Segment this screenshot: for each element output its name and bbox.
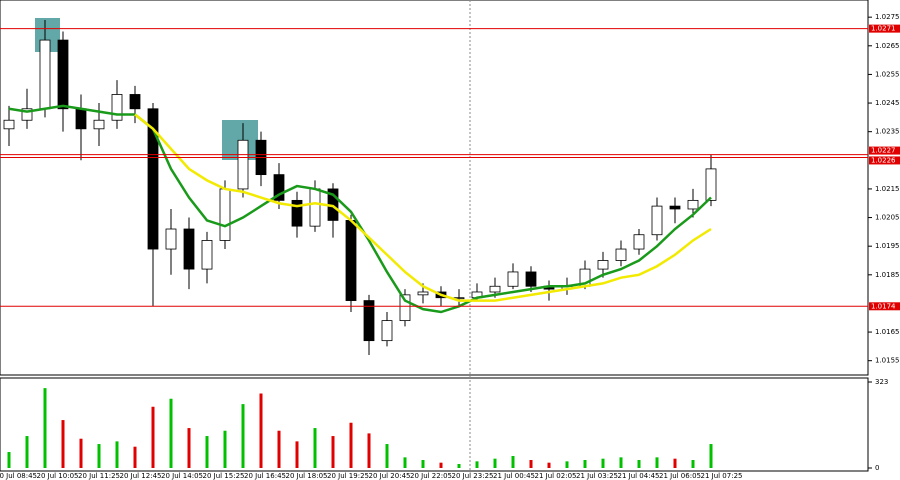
x-tick-label: 20 Jul 15:25 bbox=[203, 472, 245, 480]
level-label-bg bbox=[869, 146, 900, 155]
y-tick-label: 1.0235 bbox=[875, 128, 900, 136]
candle-body bbox=[399, 294, 411, 322]
candle-body bbox=[615, 248, 627, 261]
candle-body bbox=[525, 271, 537, 287]
level-label: 1.0226 bbox=[871, 156, 896, 164]
y-tick-label: 1.0255 bbox=[875, 70, 900, 78]
candle-body bbox=[111, 94, 123, 121]
candle-body bbox=[147, 108, 159, 250]
y-tick-label: 1.0215 bbox=[875, 185, 900, 193]
candle-body bbox=[93, 119, 105, 130]
x-tick-label: 20 Jul 14:05 bbox=[161, 472, 203, 480]
x-tick-label: 20 Jul 19:25 bbox=[327, 472, 369, 480]
candle-body bbox=[489, 285, 501, 293]
candle-body bbox=[381, 320, 393, 342]
candle-body bbox=[363, 300, 375, 342]
x-tick-label: 21 Jul 00:45 bbox=[493, 472, 535, 480]
candle-body bbox=[669, 205, 681, 210]
candle-body bbox=[183, 228, 195, 270]
candle-body bbox=[309, 188, 321, 227]
candle-body bbox=[75, 108, 87, 130]
y-tick-label: 1.0205 bbox=[875, 214, 900, 222]
x-tick-label: 21 Jul 02:05 bbox=[535, 472, 577, 480]
x-tick-label: 20 Jul 23:25 bbox=[452, 472, 494, 480]
x-tick-label: 21 Jul 06:05 bbox=[659, 472, 701, 480]
x-tick-label: 21 Jul 04:45 bbox=[618, 472, 660, 480]
volume-tick-label: 0 bbox=[875, 464, 879, 472]
volume-panel bbox=[0, 377, 869, 472]
candle-body bbox=[21, 108, 33, 121]
x-tick-label: 21 Jul 07:25 bbox=[701, 472, 743, 480]
level-label: 1.0271 bbox=[871, 25, 896, 33]
x-tick-label: 20 Jul 18:05 bbox=[286, 472, 328, 480]
level-label-bg bbox=[869, 24, 900, 33]
moving-average bbox=[134, 113, 712, 302]
candle-body bbox=[291, 199, 303, 227]
candle-body bbox=[219, 188, 231, 241]
candle-body bbox=[39, 39, 51, 110]
x-tick-label: 20 Jul 12:45 bbox=[120, 472, 162, 480]
x-tick-label: 20 Jul 11:25 bbox=[78, 472, 120, 480]
x-tick-label: 20 Jul 08:45 bbox=[0, 472, 37, 480]
candle-body bbox=[651, 205, 663, 236]
candle-body bbox=[507, 271, 519, 287]
level-label: 1.0227 bbox=[871, 147, 896, 155]
candle-body bbox=[417, 291, 429, 296]
candle-body bbox=[3, 119, 15, 130]
y-tick-label: 1.0185 bbox=[875, 271, 900, 279]
candle-body bbox=[129, 94, 141, 110]
x-tick-label: 21 Jul 03:25 bbox=[576, 472, 618, 480]
candle-body bbox=[273, 174, 285, 201]
x-tick-label: 20 Jul 10:05 bbox=[37, 472, 79, 480]
candle-body bbox=[201, 240, 213, 270]
candle-body bbox=[597, 260, 609, 270]
y-tick-label: 1.0155 bbox=[875, 357, 900, 365]
candle-body bbox=[687, 199, 699, 210]
y-tick-label: 1.0265 bbox=[875, 42, 900, 50]
moving-average bbox=[8, 104, 712, 314]
candle-body bbox=[57, 39, 69, 110]
y-tick-label: 1.0165 bbox=[875, 328, 900, 336]
x-tick-label: 20 Jul 22:05 bbox=[410, 472, 452, 480]
y-tick-label: 1.0195 bbox=[875, 242, 900, 250]
price-panel bbox=[0, 0, 869, 376]
candle-body bbox=[705, 168, 717, 201]
volume-tick-label: 323 bbox=[875, 378, 888, 386]
candle-body bbox=[165, 228, 177, 250]
level-label: 1.0174 bbox=[871, 302, 896, 310]
candle-body bbox=[345, 220, 357, 301]
x-tick-label: 20 Jul 20:45 bbox=[369, 472, 411, 480]
level-label-bg bbox=[869, 302, 900, 311]
level-label-bg bbox=[869, 156, 900, 165]
candle-body bbox=[633, 234, 645, 250]
candle-body bbox=[237, 139, 249, 190]
y-tick-label: 1.0245 bbox=[875, 99, 900, 107]
y-tick-label: 1.0275 bbox=[875, 13, 900, 21]
x-tick-label: 20 Jul 16:45 bbox=[244, 472, 286, 480]
